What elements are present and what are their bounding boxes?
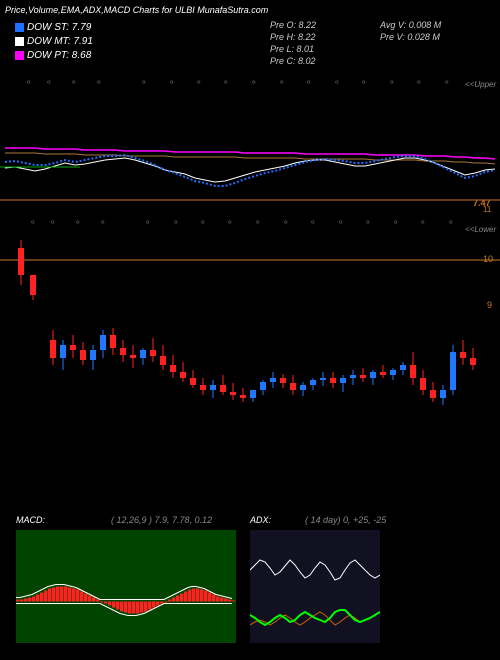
lower-chart [0,0,500,420]
axis-label-1: 9 [487,300,492,310]
adx-params: ( 14 day) 0, +25, -25 [305,515,386,525]
axis-label-0: 10 [483,254,493,264]
adx-label: ADX: [250,515,271,525]
chart-container: Price,Volume,EMA,ADX,MACD Charts for ULB… [0,0,500,660]
macd-params: ( 12,26,9 ) 7.9, 7.78, 0.12 [111,515,212,525]
macd-label: MACD: [16,515,45,525]
adx-panel [250,530,380,643]
macd-panel [16,530,236,643]
